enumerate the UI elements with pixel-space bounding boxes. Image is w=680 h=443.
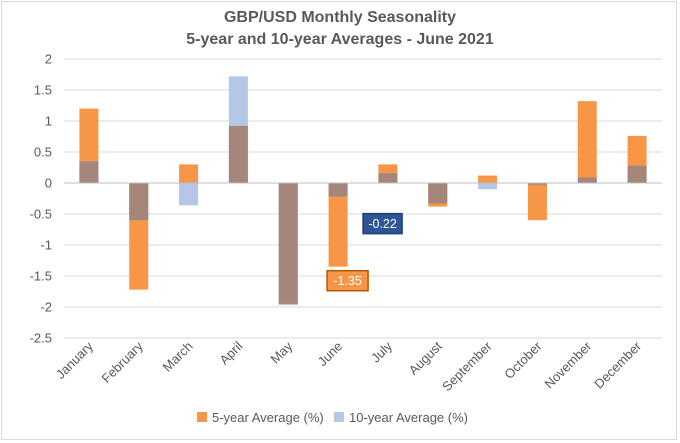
legend-swatch — [197, 412, 207, 422]
x-tick-label: April — [217, 338, 246, 367]
bar-overlap-november — [577, 177, 597, 183]
x-tick-label: July — [368, 338, 395, 365]
y-tick-label: 1 — [45, 114, 52, 129]
data-label: -1.35 — [333, 274, 362, 288]
chart-title: GBP/USD Monthly Seasonality — [223, 9, 457, 26]
x-tick-label: October — [501, 338, 545, 382]
legend-label: 5-year Average (%) — [212, 410, 324, 425]
bar-overlap-december — [627, 165, 647, 183]
y-tick-label: -0.5 — [30, 207, 52, 222]
bar-10yr-september — [478, 183, 498, 190]
bar-overlap-october — [527, 183, 547, 185]
legend-swatch — [334, 412, 344, 422]
bar-overlap-january — [79, 161, 99, 183]
y-tick-label: 2 — [45, 52, 52, 67]
x-tick-label: May — [267, 338, 295, 366]
x-tick-label: September — [439, 338, 495, 394]
data-label-box — [326, 269, 369, 292]
bar-5yr-october — [527, 183, 547, 221]
bar-5yr-june — [328, 183, 348, 267]
y-tick-label: -1 — [40, 238, 52, 253]
y-tick-label: -2 — [40, 300, 52, 315]
y-tick-label: 0.5 — [34, 145, 52, 160]
x-tick-label: February — [98, 338, 146, 386]
bar-overlap-april — [228, 125, 248, 183]
data-label-box — [362, 212, 403, 235]
y-tick-label: -2.5 — [30, 331, 52, 346]
x-tick-label: March — [160, 339, 196, 375]
bar-overlap-august — [428, 183, 448, 204]
chart-subtitle: 5-year and 10-year Averages - June 2021 — [186, 31, 494, 48]
legend-label: 10-year Average (%) — [349, 410, 468, 425]
bar-5yr-november — [577, 101, 597, 183]
bar-overlap-july — [378, 173, 398, 183]
x-tick-label: June — [315, 339, 346, 370]
bar-5yr-march — [179, 164, 199, 183]
y-tick-label: 1.5 — [34, 83, 52, 98]
bar-overlap-june — [328, 183, 348, 197]
x-tick-label: November — [541, 338, 594, 391]
bar-5yr-september — [478, 175, 498, 183]
bar-10yr-march — [179, 183, 199, 206]
x-tick-label: December — [591, 338, 644, 391]
bar-overlap-may — [278, 183, 298, 304]
y-tick-label: 0 — [45, 176, 52, 191]
x-tick-label: January — [53, 338, 97, 382]
bar-overlap-february — [129, 183, 149, 221]
y-tick-label: -1.5 — [30, 269, 52, 284]
data-label: -0.22 — [368, 217, 397, 231]
x-tick-label: August — [406, 338, 445, 377]
